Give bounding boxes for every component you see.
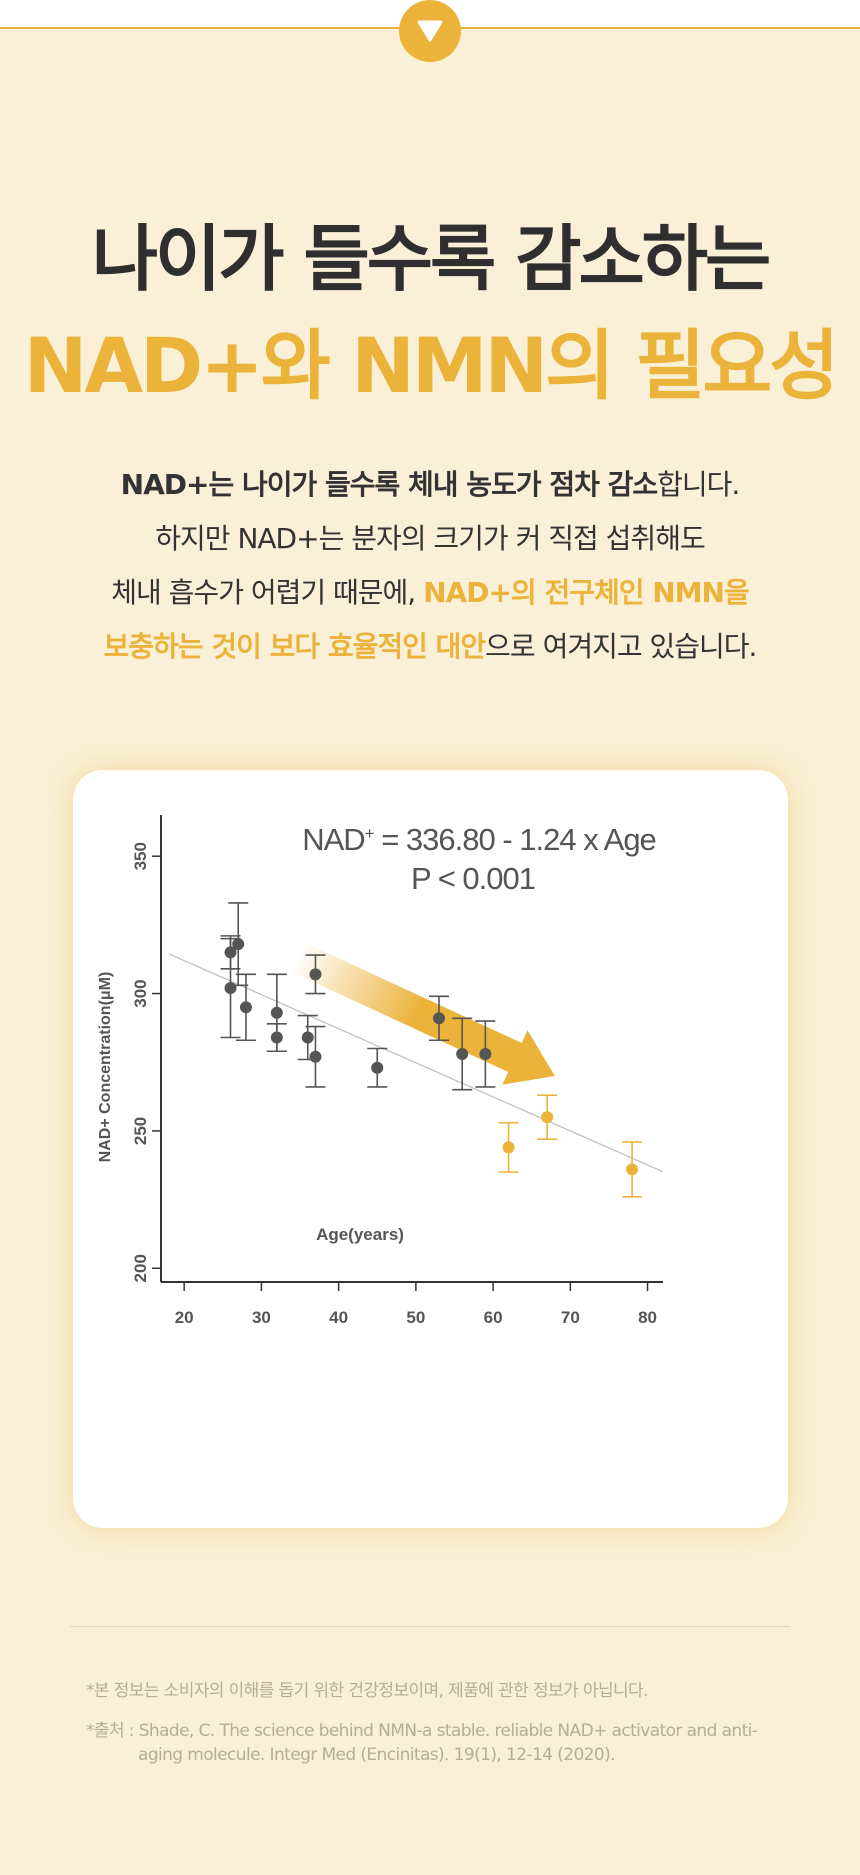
data-marker	[502, 1141, 515, 1154]
data-marker	[301, 1031, 314, 1044]
trend-arrow	[239, 918, 555, 1085]
description-text: 체내 흡수가 어렵기 때문에,	[111, 576, 424, 609]
data-marker	[270, 1006, 283, 1019]
y-axis-label: NAD+ Concentration(μM)	[97, 972, 114, 1163]
chart-card: 20 30 40 50 60 70 80 200 250 300 350 NAD+ = 336.80…	[73, 770, 788, 1528]
data-marker	[270, 1031, 283, 1044]
headline-line-1: 나이가 들수록 감소하는	[91, 217, 772, 301]
x-axis-label: Age(years)	[316, 1225, 404, 1244]
description-line-4: 보충하는 것이 보다 효율적인 대안으로 여겨지고 있습니다.	[0, 620, 860, 674]
data-marker	[371, 1061, 384, 1074]
data-marker	[309, 1050, 322, 1063]
data-marker	[626, 1163, 639, 1176]
description-highlight: 보충하는 것이 보다 효율적인 대안	[103, 630, 487, 663]
nad-age-chart: 20 30 40 50 60 70 80 200 250 300 350 NAD+ = 336.80…	[97, 815, 664, 1327]
data-point	[305, 1025, 326, 1088]
data-point	[452, 1017, 473, 1091]
footnote-source-continued: aging molecule. Integr Med (Encinitas). …	[138, 1745, 616, 1765]
headline-line-2: NAD+와 NMN의 필요성	[23, 321, 840, 410]
footnote-divider	[70, 1626, 790, 1627]
y-tick-label: 350	[131, 842, 150, 870]
x-tick-label: 20	[175, 1308, 194, 1327]
data-marker	[541, 1111, 554, 1124]
data-marker	[309, 968, 322, 981]
data-point	[498, 1121, 519, 1173]
down-arrow-icon	[417, 20, 443, 42]
footnote-source: *출처 : Shade, C. The science behind NMN-a…	[86, 1721, 758, 1741]
description-text: 으로 여겨지고 있습니다.	[485, 630, 757, 663]
data-point	[235, 973, 256, 1042]
x-tick-label: 50	[406, 1308, 425, 1327]
data-marker	[224, 982, 237, 995]
y-tick-label: 200	[131, 1254, 150, 1282]
footnote-disclaimer: *본 정보는 소비자의 이해를 돕기 위한 건강정보이며, 제품에 관한 정보가…	[86, 1681, 648, 1701]
x-tick-label: 30	[252, 1308, 271, 1327]
description-line-2: 하지만 NAD+는 분자의 크기가 커 직접 섭취해도	[155, 522, 705, 555]
data-point	[537, 1094, 558, 1140]
data-point	[228, 902, 249, 987]
y-tick-label: 250	[131, 1117, 150, 1145]
data-point	[305, 954, 326, 995]
description-text: 합니다.	[657, 468, 740, 501]
chart-equation: NAD+ = 336.80 - 1.24 x Age	[302, 822, 656, 857]
y-tick-label: 300	[131, 979, 150, 1007]
x-tick-label: 70	[561, 1308, 580, 1327]
data-point	[429, 995, 450, 1042]
scroll-down-badge	[399, 0, 461, 62]
description-line-3: 체내 흡수가 어렵기 때문에, NAD+의 전구체인 NMN을	[0, 566, 860, 620]
x-tick-label: 40	[329, 1308, 348, 1327]
data-marker	[433, 1012, 446, 1025]
x-tick-label: 60	[484, 1308, 503, 1327]
data-point	[622, 1141, 643, 1198]
data-marker	[456, 1047, 469, 1060]
chart-pvalue: P < 0.001	[411, 861, 535, 896]
description-emphasis: NAD+는 나이가 들수록 체내 농도가 점차 감소	[120, 468, 658, 501]
data-marker	[232, 938, 245, 951]
description-highlight: NAD+의 전구체인 NMN을	[423, 576, 750, 609]
x-tick-label: 80	[638, 1308, 657, 1327]
data-marker	[479, 1047, 492, 1060]
regression-line	[168, 953, 664, 1173]
description-line-1: NAD+는 나이가 들수록 체내 농도가 점차 감소합니다.	[0, 458, 860, 512]
data-point	[367, 1047, 388, 1088]
data-marker	[239, 1001, 252, 1014]
data-point	[266, 1022, 287, 1053]
data-point	[475, 1020, 496, 1088]
